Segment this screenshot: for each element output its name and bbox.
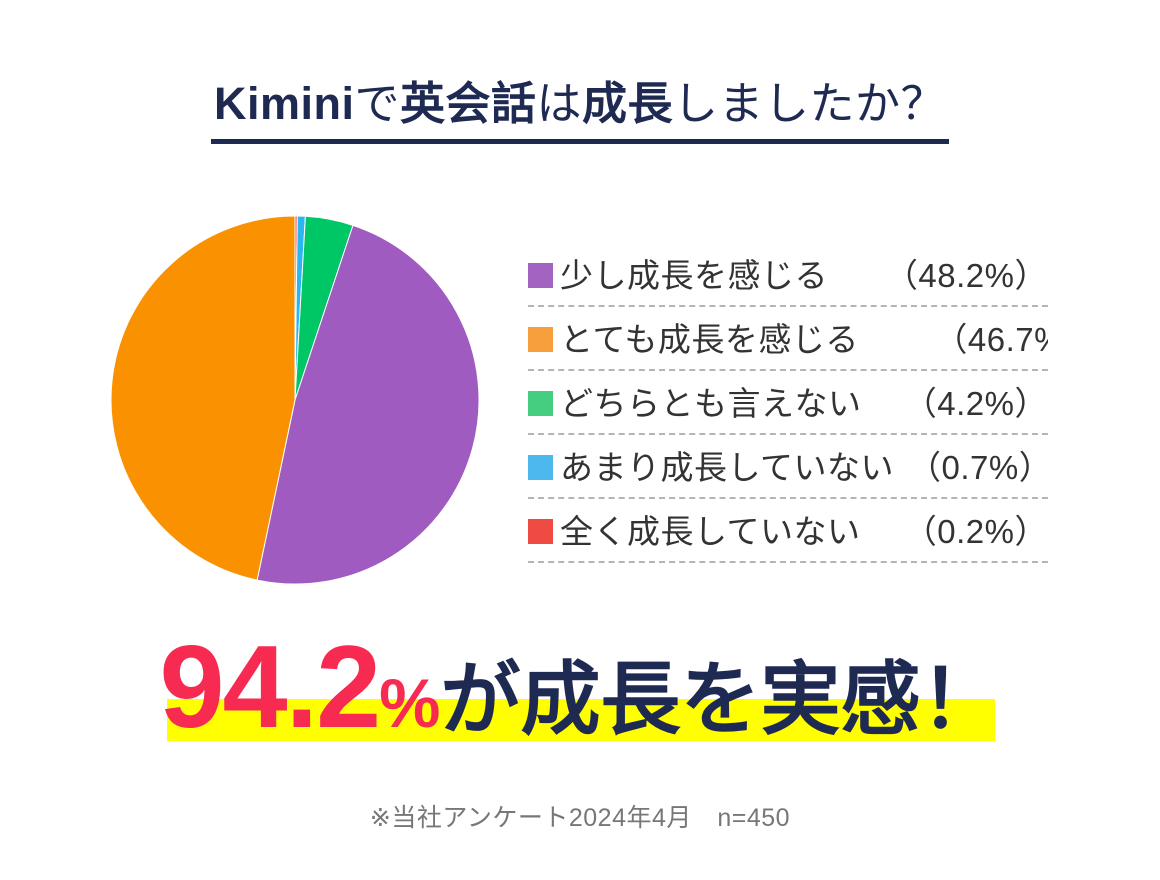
- headline-rest-text: が成長を実感！: [440, 655, 1001, 744]
- legend-item-0: 少し成長を感じる （48.2%）: [528, 243, 1048, 307]
- legend-value-2: （4.2%）: [903, 384, 1048, 422]
- legend-swatch-icon-2: [528, 390, 553, 416]
- legend-label-4: 全く成長していない: [560, 512, 861, 550]
- headline-highlight-bar: [167, 699, 995, 741]
- legend-item-3: あまり成長していない （0.7%）: [528, 435, 1048, 499]
- title-segment-5: しましたか？: [673, 78, 947, 129]
- legend-value-3: （0.7%）: [908, 448, 1048, 486]
- legend-swatch-icon-3: [528, 454, 553, 480]
- legend-label-3: あまり成長していない: [560, 448, 895, 486]
- headline-percent-sign: %: [379, 665, 441, 742]
- title-segment-2: 英会話: [399, 78, 537, 129]
- legend-label-2: どちらとも言えない: [560, 384, 862, 422]
- legend-value-1: （46.7%: [934, 320, 1048, 358]
- title-segment-0: Kimini: [213, 78, 355, 129]
- pie-slice-4: [110, 215, 296, 581]
- title-segment-1: で: [354, 78, 400, 129]
- legend-item-2: どちらとも言えない （4.2%）: [528, 371, 1048, 435]
- legend-swatch-icon-1: [528, 326, 553, 352]
- title-text: Kiminiで英会話は成長しましたか？: [214, 78, 946, 130]
- pie-slice-3: [256, 224, 480, 585]
- legend-swatch-icon-0: [528, 262, 553, 288]
- legend-swatch-icon-4: [528, 518, 553, 544]
- title-underline: [211, 138, 949, 144]
- page-title: Kiminiで英会話は成長しましたか？: [0, 78, 1160, 144]
- legend-label-0: 少し成長を感じる: [560, 256, 828, 294]
- legend-item-1: とても成長を感じる （46.7%: [528, 307, 1048, 371]
- legend-value-4: （0.2%）: [903, 512, 1048, 550]
- legend-item-4: 全く成長していない （0.2%）: [528, 499, 1048, 563]
- pie-chart-svg: [110, 215, 480, 585]
- legend-value-0: （48.2%）: [884, 256, 1048, 294]
- pie-chart: [110, 215, 480, 585]
- legend-label-1: とても成長を感じる: [560, 320, 859, 358]
- headline-number: 94.2: [159, 621, 381, 752]
- headline-banner: 94.2%が成長を実感！: [0, 628, 1160, 760]
- title-segment-3: は: [536, 78, 583, 129]
- chart-legend: 少し成長を感じる （48.2%） とても成長を感じる （46.7% どちらとも言えない （…: [528, 243, 1048, 563]
- title-segment-4: 成長: [582, 78, 674, 129]
- footnote: ※当社アンケート​2024年4月 n=450: [369, 804, 791, 832]
